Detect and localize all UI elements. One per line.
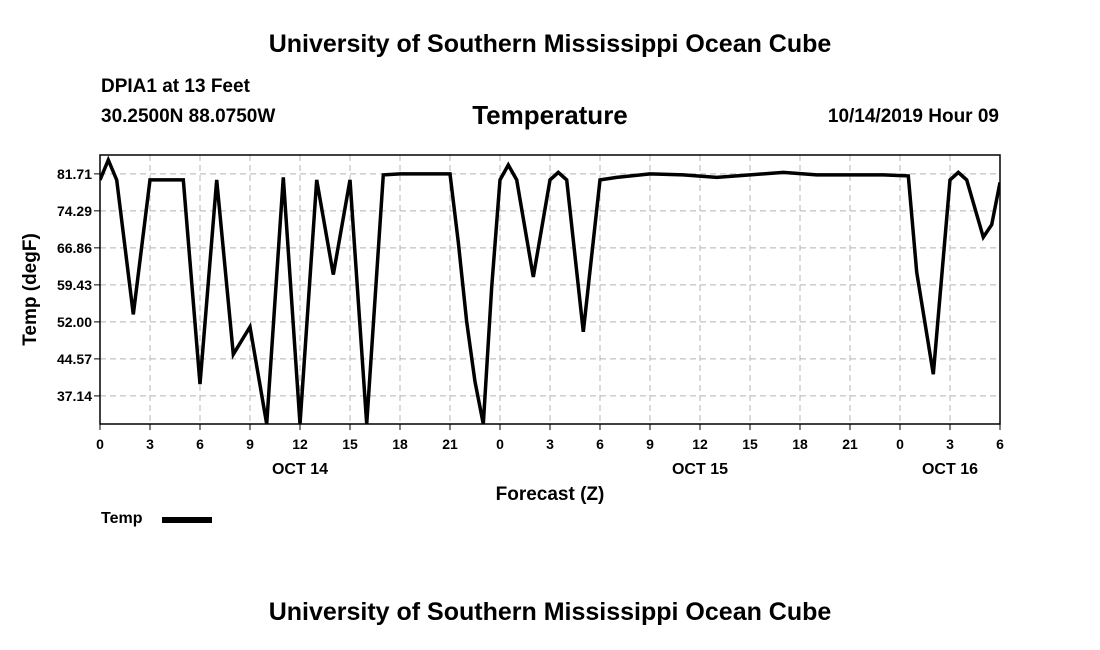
y-tick-label: 44.57 <box>57 351 92 367</box>
x-tick-label: 3 <box>546 436 554 452</box>
x-tick-label: 6 <box>196 436 204 452</box>
x-tick-label: 18 <box>792 436 808 452</box>
x-tick-label: 3 <box>946 436 954 452</box>
main-title: University of Southern Mississippi Ocean… <box>268 30 832 58</box>
coordinates-label: 30.2500N 88.0750W <box>101 106 276 127</box>
y-tick-label: 74.29 <box>57 203 92 219</box>
legend-swatch <box>162 517 212 523</box>
y-tick-label: 66.86 <box>57 240 92 256</box>
series-line-temp <box>100 155 1000 424</box>
x-tick-label: 18 <box>392 436 408 452</box>
date-label: OCT 14 <box>272 461 328 478</box>
x-tick-label: 6 <box>996 436 1004 452</box>
x-tick-label: 21 <box>842 436 858 452</box>
x-tick-label: 3 <box>146 436 154 452</box>
datetime-label: 10/14/2019 Hour 09 <box>827 106 999 127</box>
y-tick-label: 59.43 <box>57 277 92 293</box>
date-label: OCT 16 <box>922 461 978 478</box>
station-label: DPIA1 at 13 Feet <box>101 76 250 97</box>
x-tick-label: 0 <box>96 436 104 452</box>
x-tick-label: 9 <box>246 436 254 452</box>
y-tick-label: 81.71 <box>57 166 92 182</box>
x-axis-label: Forecast (Z) <box>496 484 605 505</box>
x-tick-label: 0 <box>496 436 504 452</box>
x-tick-label: 0 <box>896 436 904 452</box>
footer-title: University of Southern Mississippi Ocean… <box>268 598 832 626</box>
x-tick-label: 15 <box>742 436 758 452</box>
x-tick-label: 9 <box>646 436 654 452</box>
x-tick-label: 6 <box>596 436 604 452</box>
legend-label: Temp <box>101 510 143 527</box>
plot-frame <box>99 154 1001 425</box>
date-label: OCT 15 <box>672 461 728 478</box>
x-tick-label: 21 <box>442 436 458 452</box>
x-tick-label: 12 <box>292 436 308 452</box>
x-tick-label: 15 <box>342 436 358 452</box>
y-tick-label: 37.14 <box>57 388 92 404</box>
chart-title: Temperature <box>472 100 628 130</box>
x-tick-label: 12 <box>692 436 708 452</box>
y-axis-label: Temp (degF) <box>20 233 41 346</box>
y-tick-label: 52.00 <box>57 314 92 330</box>
